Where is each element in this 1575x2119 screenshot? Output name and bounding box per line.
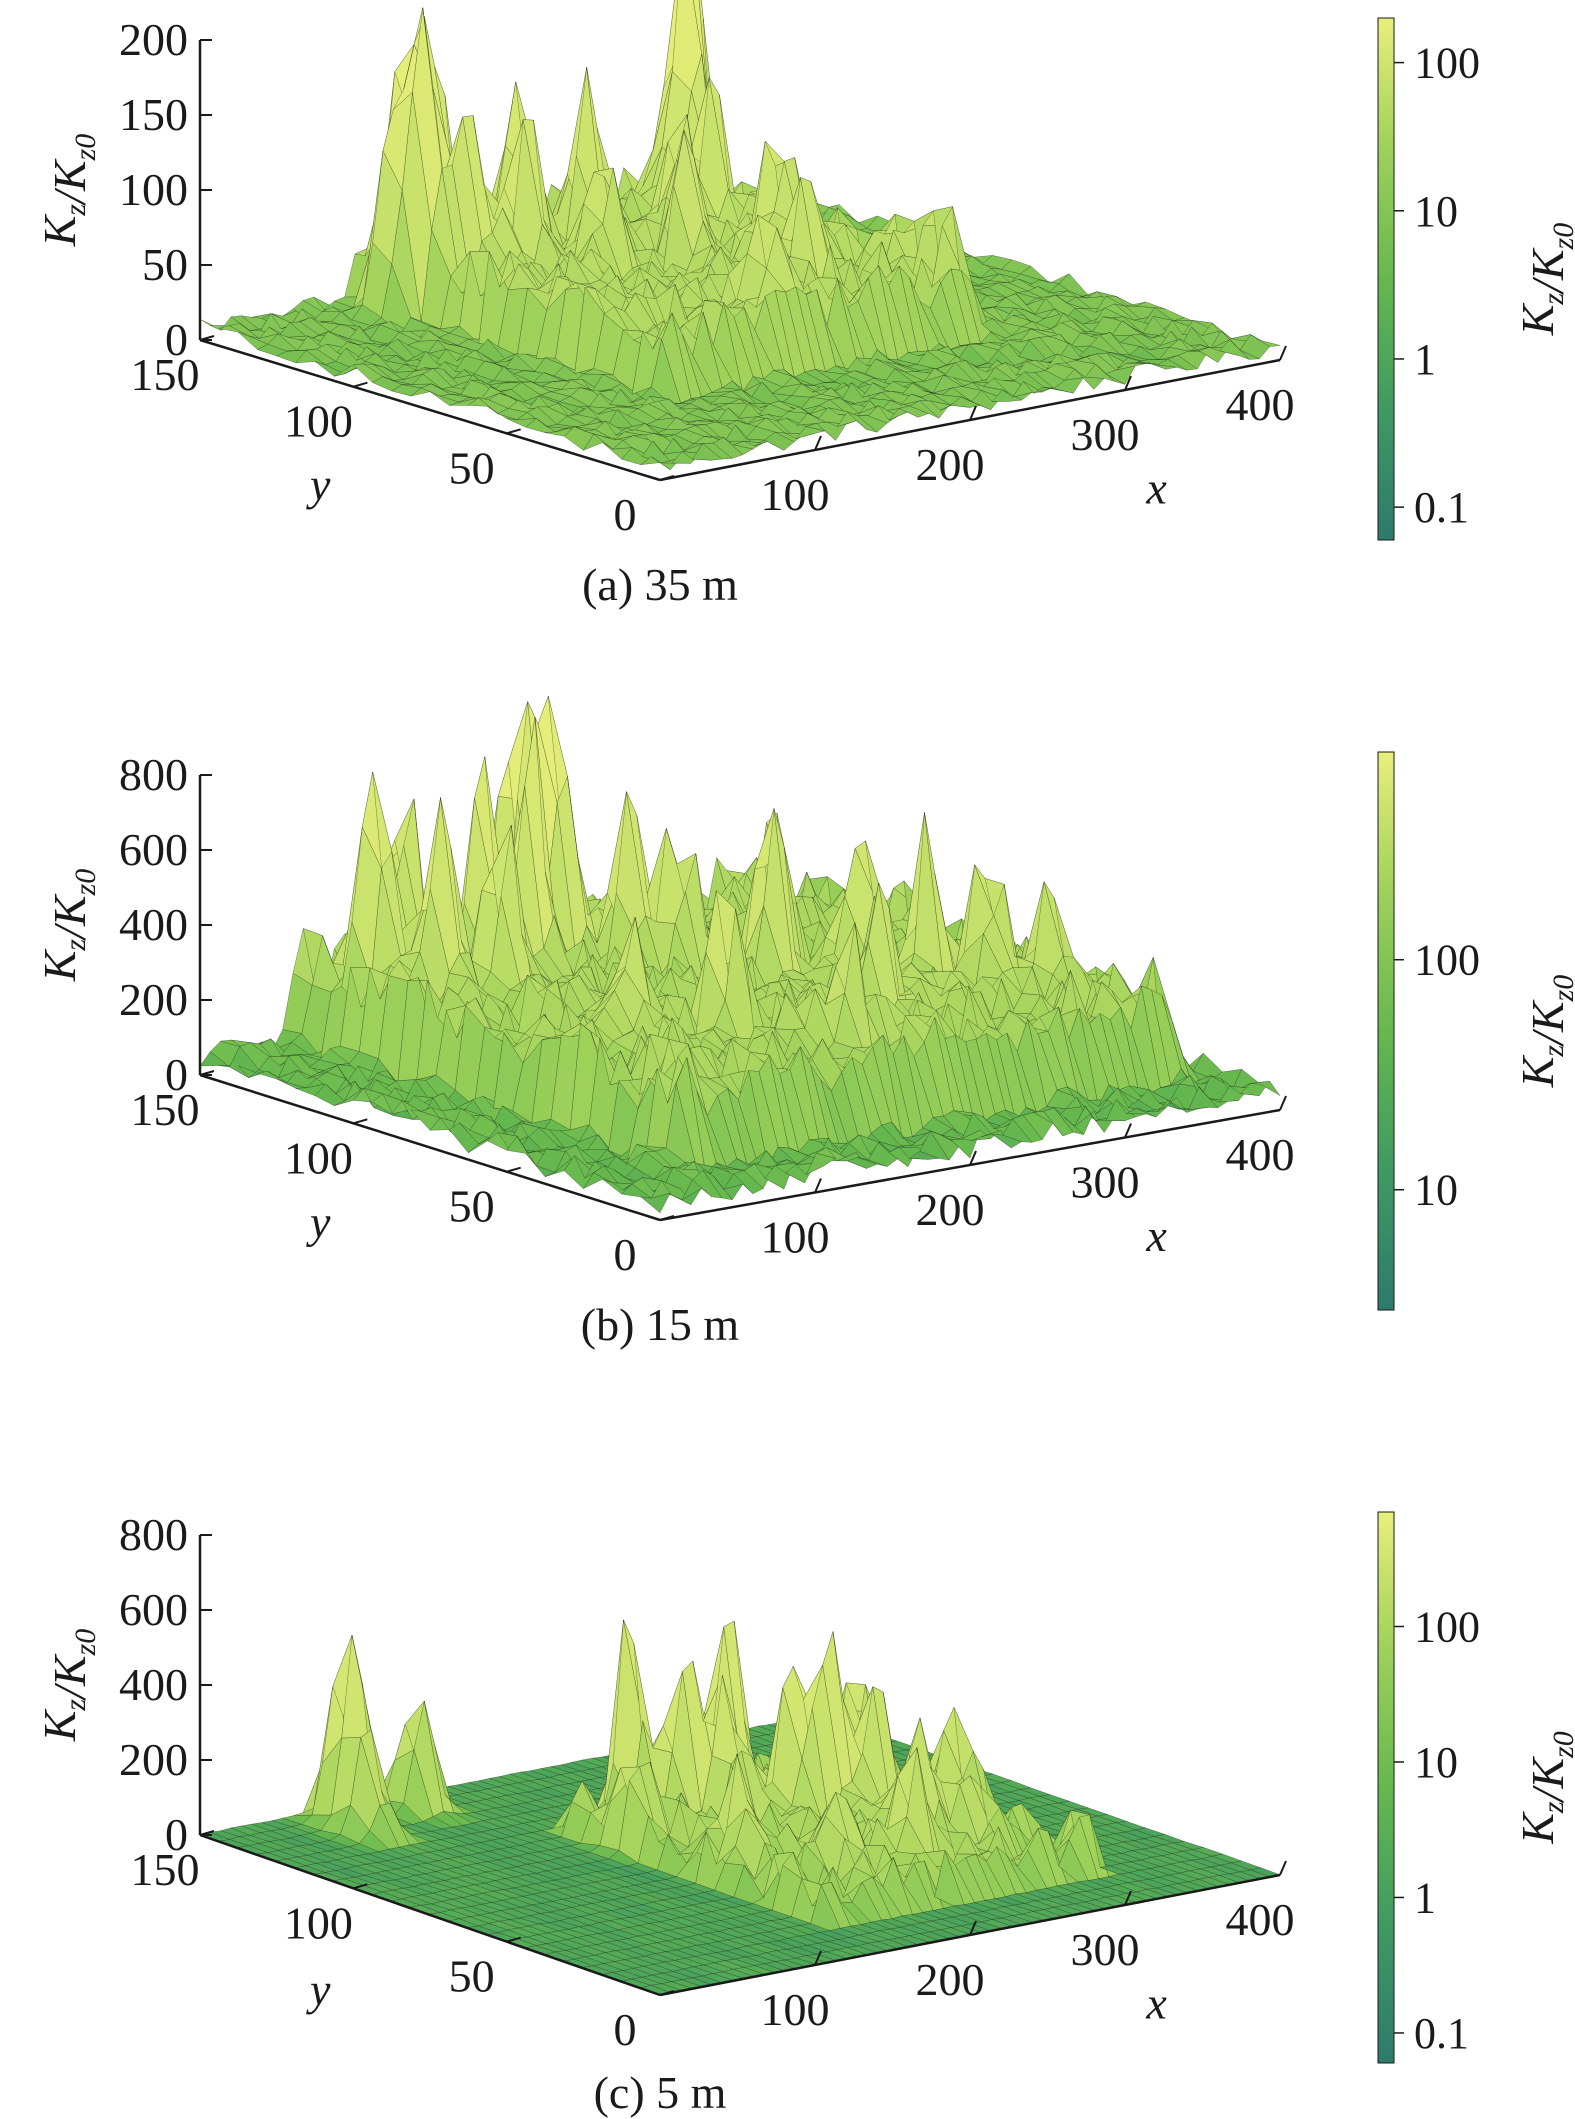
y-axis-label: y (306, 1964, 331, 2015)
colorbar-tick-label: 100 (1414, 936, 1480, 985)
x-tick-label: 400 (1226, 1894, 1295, 1945)
x-axis-label: x (1145, 1978, 1167, 2029)
colorbar-label: Kz/Kz0 (1512, 975, 1575, 1089)
x-tick-mark (969, 405, 977, 421)
y-tick-label: 100 (284, 1132, 353, 1183)
z-tick-label: 200 (119, 14, 188, 65)
colorbar-scale (1377, 1511, 1395, 2064)
colorbar-tick-label: 100 (1414, 1602, 1480, 1651)
x-tick-label: 400 (1226, 379, 1295, 430)
x-tick-mark (1279, 345, 1287, 361)
z-tick-label: 800 (119, 1509, 188, 1560)
z-axis-label: Kz/Kz0 (34, 869, 102, 983)
x-axis-label: x (1145, 1210, 1167, 1261)
y-tick-label: 0 (614, 1229, 637, 1280)
x-tick-label: 100 (761, 1984, 830, 2035)
z-tick-label: 0 (165, 314, 188, 365)
y-tick-mark (659, 475, 675, 481)
x-tick-label: 100 (761, 469, 830, 520)
y-axis-label: y (306, 459, 331, 510)
y-axis-line (199, 1073, 661, 1222)
y-tick-mark (353, 1118, 368, 1125)
z-axis-label: Kz/Kz0 (34, 134, 102, 248)
x-tick-mark (1124, 375, 1132, 391)
colorbar-scale (1377, 751, 1395, 1311)
panel-caption: (a) 35 m (582, 559, 738, 610)
y-tick-mark (353, 381, 368, 388)
y-tick-label: 0 (614, 489, 637, 540)
z-tick-label: 200 (119, 974, 188, 1025)
z-axis-label: Kz/Kz0 (34, 1629, 102, 1743)
y-tick-label: 150 (131, 1084, 200, 1135)
surface-face (1250, 1080, 1281, 1096)
y-axis-label: y (306, 1197, 331, 1248)
z-tick-label: 600 (119, 1584, 188, 1635)
x-tick-mark (1279, 1860, 1287, 1876)
x-tick-label: 300 (1071, 1157, 1140, 1208)
colorbar-tick-label: 100 (1414, 39, 1480, 88)
colorbar-tick-label: 10 (1414, 1166, 1458, 1215)
colorbar-tick-label: 0.1 (1414, 2009, 1469, 2058)
colorbar-label: Kz/Kz0 (1512, 1731, 1575, 1845)
y-tick-mark (506, 1166, 521, 1173)
y-tick-label: 100 (284, 396, 353, 447)
x-tick-label: 200 (916, 439, 985, 490)
x-tick-mark (1124, 1123, 1132, 1138)
y-tick-label: 50 (449, 442, 495, 493)
colorbar-label: Kz/Kz0 (1512, 223, 1575, 337)
colorbar: 0.1 1 10 100 Kz/Kz0 (1377, 17, 1575, 541)
surface-face (1250, 334, 1281, 347)
y-tick-label: 50 (449, 1181, 495, 1232)
x-tick-mark (969, 1150, 977, 1166)
y-axis-line (199, 338, 661, 482)
colorbar-tick-label: 0.1 (1414, 483, 1469, 532)
x-tick-label: 200 (916, 1184, 985, 1235)
panel-caption: (c) 5 m (594, 2067, 727, 2118)
x-tick-label: 200 (916, 1954, 985, 2005)
z-tick-label: 0 (165, 1809, 188, 1860)
x-tick-label: 100 (761, 1212, 830, 1263)
z-tick-label: 150 (119, 89, 188, 140)
colorbar: 10 100 Kz/Kz0 (1377, 751, 1575, 1311)
panel-caption: (b) 15 m (581, 1299, 740, 1350)
y-tick-label: 0 (614, 2004, 637, 2055)
z-tick-label: 400 (119, 899, 188, 950)
surface-mesh (199, 0, 1281, 471)
colorbar-scale (1377, 17, 1395, 541)
colorbar-tick-label: 1 (1414, 1873, 1436, 1922)
x-tick-label: 300 (1071, 409, 1140, 460)
z-tick-label: 0 (165, 1049, 188, 1100)
z-tick-label: 100 (119, 164, 188, 215)
z-tick-label: 400 (119, 1659, 188, 1710)
x-tick-mark (1279, 1095, 1287, 1111)
x-tick-label: 400 (1226, 1129, 1295, 1180)
x-tick-mark (814, 1178, 822, 1193)
y-tick-mark (659, 1215, 675, 1221)
colorbar: 0.1 1 10 100 Kz/Kz0 (1377, 1511, 1575, 2064)
z-tick-label: 50 (142, 239, 188, 290)
y-tick-label: 100 (284, 1897, 353, 1948)
y-tick-mark (506, 428, 521, 435)
surface-mesh (199, 695, 1281, 1214)
z-tick-label: 200 (119, 1734, 188, 1785)
z-tick-label: 800 (119, 749, 188, 800)
y-tick-label: 50 (449, 1951, 495, 2002)
colorbar-tick-label: 10 (1414, 1738, 1458, 1787)
x-tick-mark (814, 435, 822, 451)
colorbar-tick-label: 1 (1414, 335, 1436, 384)
surface-mesh (199, 1618, 1281, 1995)
x-tick-label: 300 (1071, 1924, 1140, 1975)
x-axis-label: x (1145, 463, 1167, 514)
z-tick-label: 600 (119, 824, 188, 875)
y-tick-label: 150 (131, 349, 200, 400)
colorbar-tick-label: 10 (1414, 187, 1458, 236)
